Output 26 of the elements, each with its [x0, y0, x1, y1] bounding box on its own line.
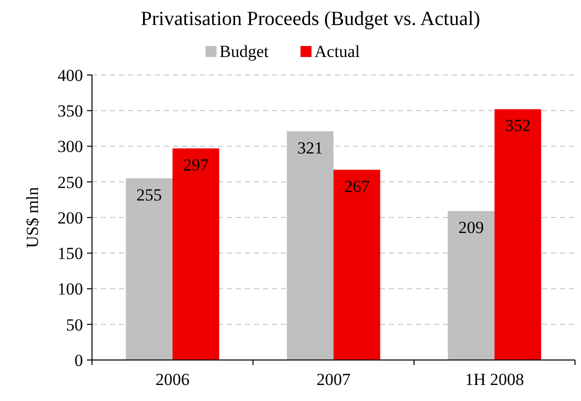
bar: [172, 148, 220, 360]
y-tick-label: 400: [58, 66, 83, 85]
x-tick-label: 2006: [156, 370, 190, 389]
x-tick-label: 1H 2008: [464, 370, 524, 389]
data-label: 297: [183, 155, 210, 174]
y-tick-label: 0: [74, 350, 83, 370]
y-tick-label: 150: [58, 244, 83, 264]
data-label: 352: [505, 116, 531, 136]
bar: [494, 109, 542, 360]
y-tick-label: 300: [58, 137, 83, 156]
y-tick-label: 50: [66, 315, 83, 334]
y-tick-label: 250: [58, 172, 83, 192]
y-tick-label: 200: [58, 208, 83, 228]
data-label: 209: [458, 218, 484, 238]
y-tick-label: 100: [58, 280, 83, 299]
data-label: 321: [297, 138, 323, 158]
chart-title: Privatisation Proceeds (Budget vs. Actual): [140, 8, 480, 30]
legend-label: Budget: [220, 42, 269, 61]
data-label: 267: [344, 176, 370, 196]
y-tick-label: 350: [58, 102, 83, 121]
data-label: 255: [136, 185, 162, 204]
bar: [126, 178, 172, 360]
x-tick-label: 2007: [316, 370, 351, 389]
legend-label: Actual: [314, 42, 360, 61]
bar: [334, 170, 380, 360]
y-axis-title: US$ mln: [23, 186, 42, 248]
